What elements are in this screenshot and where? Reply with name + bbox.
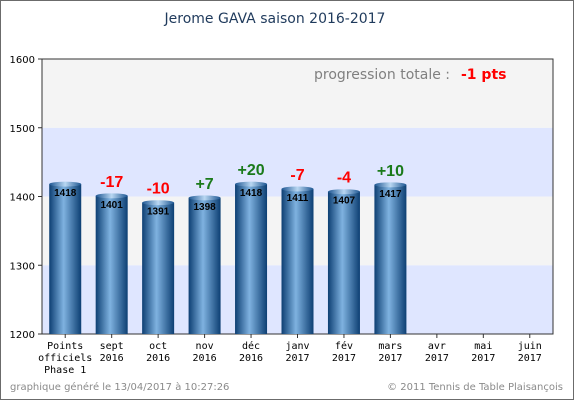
bar [235, 184, 268, 334]
grid-band [42, 127, 553, 197]
x-tick-label: janv [285, 341, 309, 352]
grid-band [42, 59, 553, 128]
x-tick-label: fév [335, 340, 353, 352]
x-tick-label: mai [474, 341, 492, 352]
bar-cap [327, 189, 360, 195]
footer-generated: graphique généré le 13/04/2017 à 10:27:2… [10, 381, 229, 393]
x-tick-label: Phase 1 [44, 365, 86, 376]
x-tick-label: nov [196, 341, 214, 352]
x-tick-label: 2016 [193, 353, 217, 364]
bar-cap [188, 195, 221, 201]
bar-delta-label: +20 [237, 162, 264, 179]
bar-cap [235, 181, 268, 187]
x-tick-label: 2017 [471, 353, 495, 364]
bar-value-label: 1407 [333, 196, 356, 207]
bar-delta-label: -4 [337, 170, 351, 187]
bar-delta-label: -17 [100, 174, 123, 191]
y-tick-label: 1400 [10, 193, 35, 204]
bar-value-label: 1417 [379, 189, 402, 200]
bar [188, 197, 221, 334]
bar-delta-label: +10 [377, 163, 404, 180]
x-tick-label: officiels [38, 353, 92, 364]
bar-value-label: 1401 [101, 200, 124, 211]
x-tick-label: 2017 [332, 353, 356, 364]
chart-title: Jerome GAVA saison 2016-2017 [164, 11, 386, 27]
bar [374, 184, 407, 334]
progression-value: -1 pts [461, 67, 506, 83]
bar-delta-label: -7 [290, 167, 304, 184]
bar-cap [142, 200, 175, 206]
x-tick-label: Points [47, 341, 83, 352]
bar-value-label: 1411 [287, 193, 309, 204]
x-tick-label: sept [100, 341, 124, 352]
x-tick-label: avr [428, 341, 446, 352]
bar [49, 184, 82, 334]
x-tick-label: juin [518, 341, 542, 352]
bar-cap [374, 182, 407, 188]
bar-cap [49, 181, 82, 187]
y-tick-label: 1200 [10, 330, 35, 341]
bar [95, 195, 128, 334]
bar [142, 202, 175, 334]
bar [327, 191, 360, 334]
x-tick-label: 2016 [239, 353, 263, 364]
bar-value-label: 1418 [240, 188, 263, 199]
bar-value-label: 1418 [54, 188, 77, 199]
progression-label: progression totale : [314, 67, 450, 83]
y-tick-label: 1300 [10, 261, 35, 272]
footer-copyright: © 2011 Tennis de Table Plaisançois [387, 382, 563, 393]
x-tick-label: 2017 [425, 353, 449, 364]
bar-cap [95, 193, 128, 199]
y-tick-label: 1600 [10, 55, 35, 66]
x-tick-label: 2016 [146, 353, 170, 364]
y-tick-label: 1500 [10, 124, 35, 135]
bar [281, 188, 314, 334]
x-tick-label: 2017 [285, 353, 309, 364]
bar-delta-label: -10 [147, 181, 170, 198]
x-tick-label: 2016 [100, 353, 124, 364]
x-tick-label: mars [378, 341, 402, 352]
bar-value-label: 1391 [147, 207, 170, 218]
x-tick-label: 2017 [518, 353, 542, 364]
x-tick-label: 2017 [378, 353, 402, 364]
bar-value-label: 1398 [193, 202, 216, 213]
x-tick-label: oct [149, 341, 167, 352]
bar-delta-label: +7 [195, 176, 213, 193]
bar-cap [281, 186, 314, 192]
x-tick-label: déc [242, 340, 260, 352]
